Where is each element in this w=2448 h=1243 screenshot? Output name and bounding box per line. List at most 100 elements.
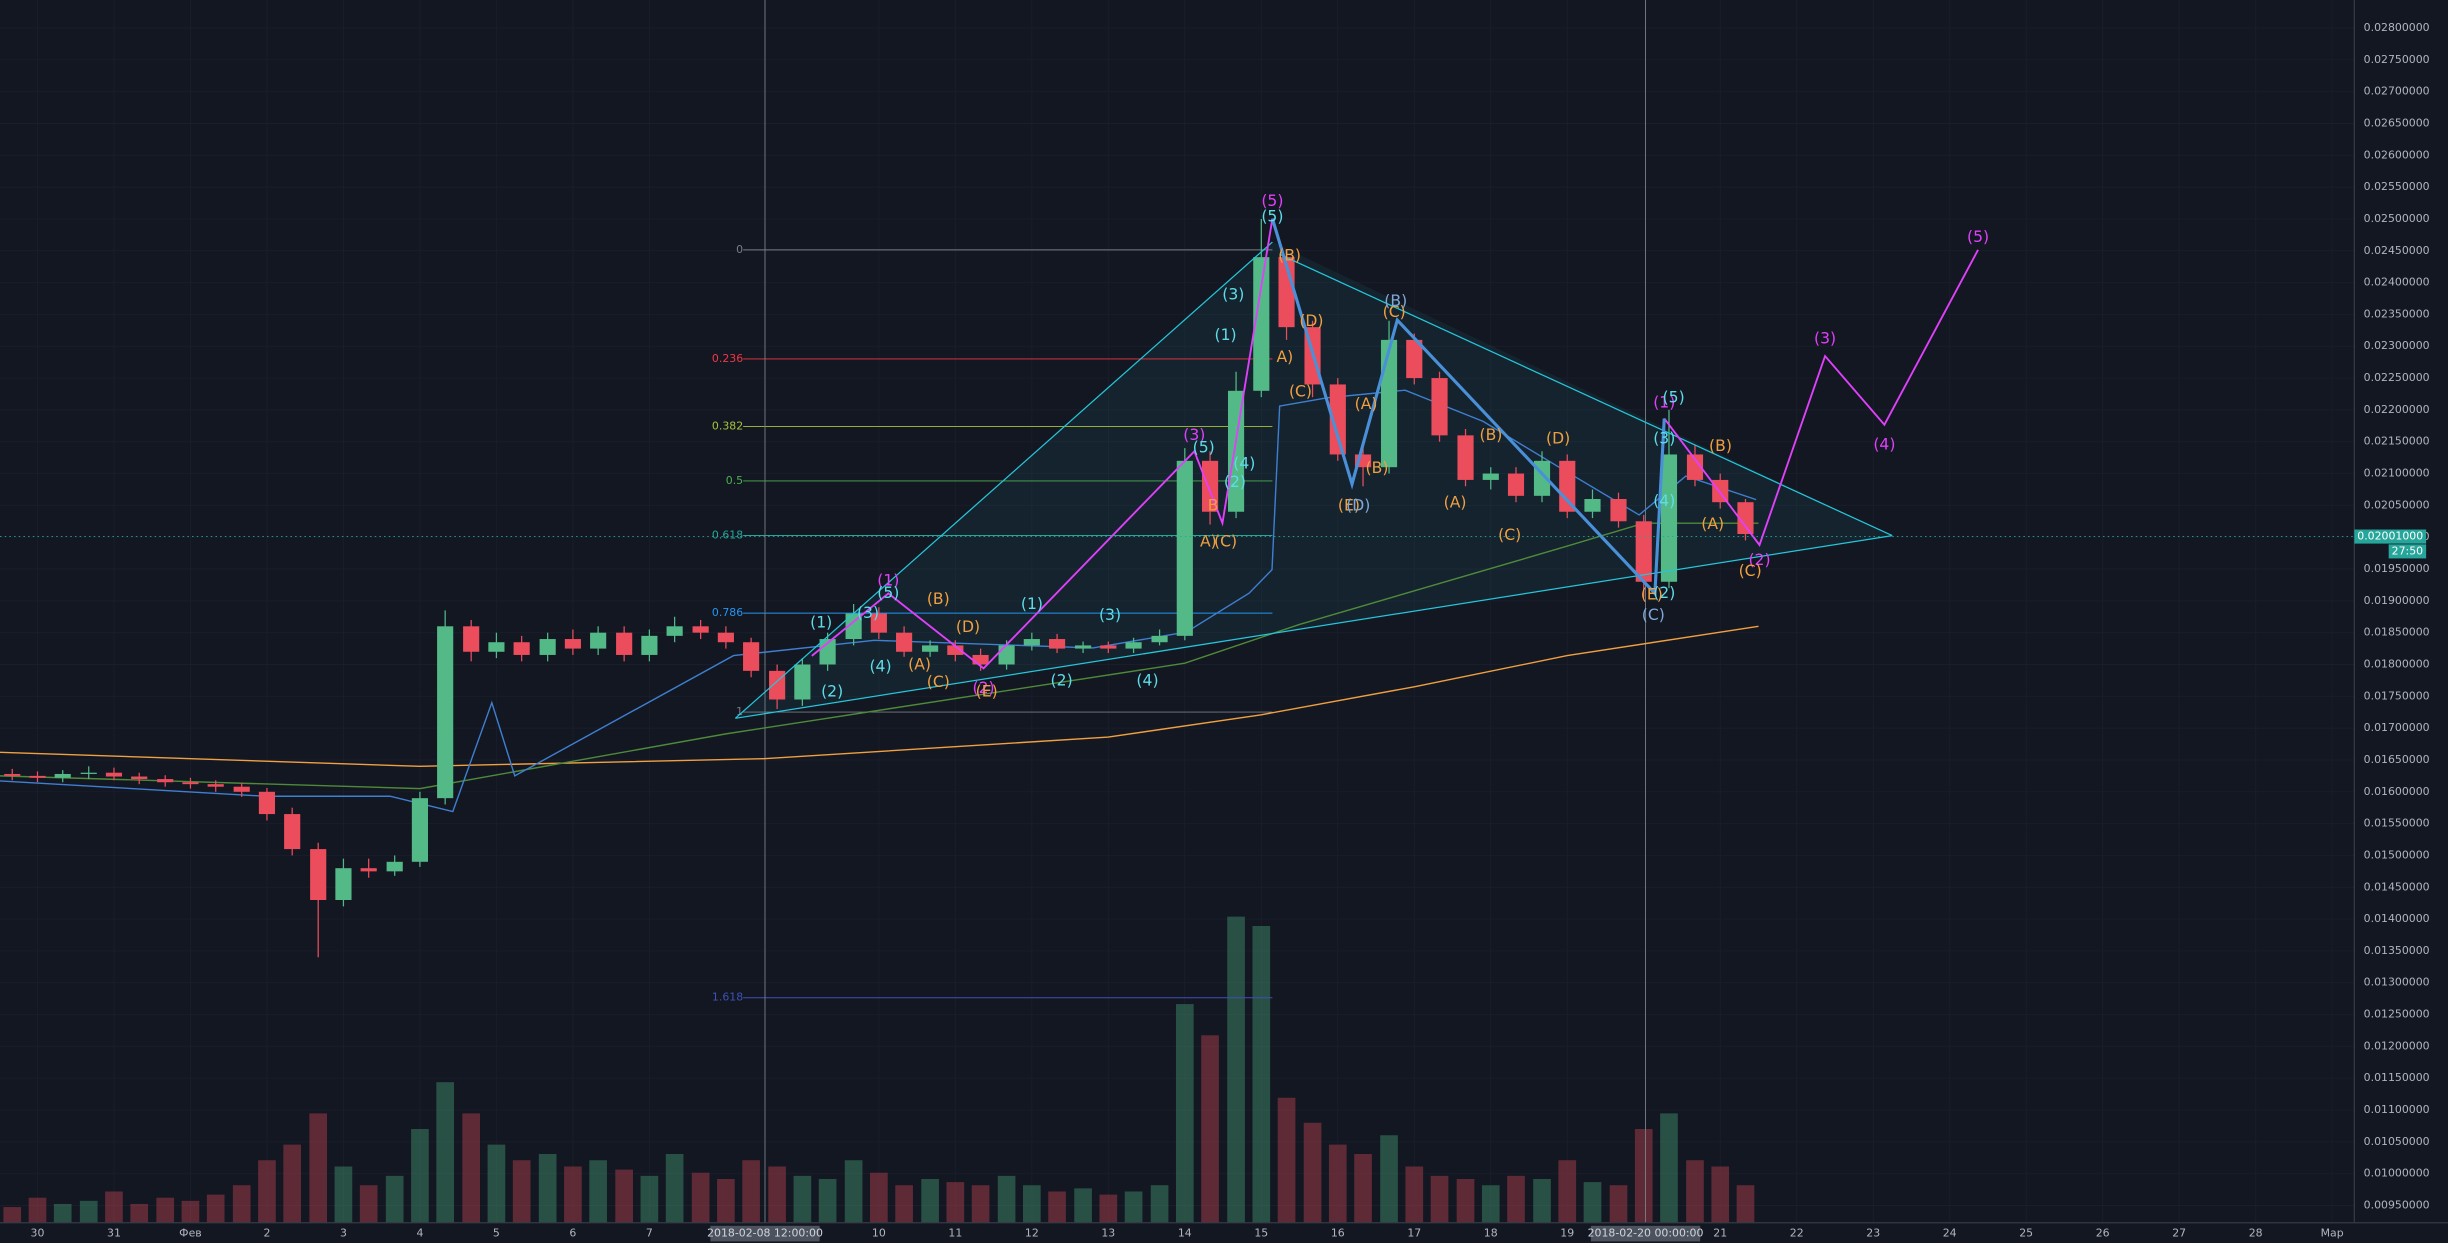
- wave-label: (B): [1480, 426, 1503, 444]
- wave-label: (1): [810, 614, 832, 632]
- y-tick-label: 0.01650000: [2364, 753, 2430, 766]
- candle-body: [1686, 454, 1704, 480]
- wave-label: (E): [976, 682, 998, 700]
- candle-body: [1075, 645, 1092, 649]
- wave-label: (4): [1233, 454, 1255, 472]
- y-tick-label: 0.02050000: [2364, 498, 2430, 511]
- volume-bar: [1533, 1178, 1551, 1223]
- y-tick-label: 0.01000000: [2364, 1167, 2430, 1180]
- y-tick-label: 0.02350000: [2364, 307, 2430, 320]
- volume-bar: [181, 1200, 200, 1223]
- y-tick-label: 0.02450000: [2364, 244, 2430, 257]
- x-tick-label: 23: [1866, 1227, 1880, 1240]
- volume-bar: [1660, 1113, 1678, 1223]
- candle-body: [1584, 499, 1601, 512]
- wave-label: (5): [1261, 208, 1283, 226]
- wave-label: (3): [1183, 426, 1205, 444]
- fib-label: 0.786: [712, 606, 743, 619]
- candle-body: [1048, 639, 1066, 649]
- candle-body: [258, 791, 276, 815]
- wave-label: (C): [1739, 562, 1762, 580]
- wave-label: (A): [1355, 395, 1378, 413]
- x-tick-label: 14: [1178, 1227, 1192, 1240]
- wave-label: (1): [1653, 393, 1675, 411]
- volume-bar: [997, 1175, 1016, 1223]
- candle-body: [1100, 645, 1117, 649]
- wave-label: (3): [857, 604, 879, 622]
- wave-label: (2): [1653, 584, 1675, 602]
- volume-bar: [971, 1185, 990, 1223]
- volume-bar: [53, 1203, 72, 1223]
- wave-label: (D): [1546, 429, 1570, 447]
- volume-bar: [232, 1185, 251, 1223]
- candle-body: [105, 772, 123, 777]
- volume-bar: [793, 1175, 812, 1223]
- y-tick-label: 0.01600000: [2364, 785, 2430, 798]
- wave-label: B: [1208, 496, 1219, 514]
- wave-label: (B): [1709, 437, 1732, 455]
- wave-label: (3): [1222, 286, 1244, 304]
- wave-label: (C): [927, 673, 950, 691]
- volume-bar: [1430, 1175, 1449, 1223]
- volume-bar: [1175, 1004, 1194, 1223]
- volume-bar: [1023, 1185, 1041, 1223]
- y-tick-label: 0.02100000: [2364, 467, 2430, 480]
- y-tick-label: 0.02400000: [2364, 276, 2430, 289]
- fib-label: 0: [736, 243, 743, 256]
- volume-bar: [691, 1172, 710, 1223]
- candle-body: [896, 632, 913, 652]
- moving-average: [0, 625, 1759, 768]
- y-tick-label: 0.02250000: [2364, 371, 2430, 384]
- candle-body: [794, 664, 811, 700]
- wave-label: (B): [1366, 459, 1389, 477]
- candle-body: [717, 632, 734, 643]
- y-tick-label: 0.01200000: [2364, 1039, 2430, 1052]
- volume-bar: [359, 1185, 378, 1223]
- volume-bar: [258, 1160, 276, 1223]
- volume-bar: [564, 1166, 582, 1223]
- wave-label: (1): [1214, 326, 1236, 344]
- candle-body: [1737, 502, 1754, 535]
- x-tick-label: 13: [1101, 1227, 1115, 1240]
- candle-body: [870, 613, 887, 633]
- candle-body: [1482, 473, 1499, 480]
- crosshair-label-box: [710, 1225, 820, 1242]
- wave-label: (D): [956, 618, 980, 636]
- x-tick-label: 2: [263, 1227, 270, 1240]
- x-tick-label: 15: [1254, 1227, 1268, 1240]
- wave-label: (4): [1136, 671, 1158, 689]
- candle-body: [157, 779, 174, 783]
- y-tick-label: 0.02500000: [2364, 212, 2430, 225]
- x-tick-label: 19: [1560, 1227, 1574, 1240]
- candle-body: [386, 861, 403, 872]
- drawings: [734, 218, 1979, 719]
- wave-label: (4): [869, 657, 891, 675]
- y-tick-label: 0.02700000: [2364, 85, 2430, 98]
- volume-bar: [462, 1113, 481, 1223]
- x-tick-label: 28: [2249, 1227, 2263, 1240]
- candle-body: [564, 639, 581, 649]
- volume-bar: [334, 1166, 353, 1223]
- y-tick-label: 0.01050000: [2364, 1135, 2430, 1148]
- wave-label: (2): [1051, 671, 1073, 689]
- fib-label: 1: [736, 705, 743, 718]
- y-tick-label: 0.01800000: [2364, 657, 2430, 670]
- candle-body: [1431, 378, 1448, 436]
- wave-label: (2): [1748, 551, 1770, 569]
- crosshair-label-box: [1590, 1225, 1701, 1242]
- candle-body: [743, 642, 760, 671]
- volume-bar: [105, 1191, 123, 1223]
- volume-bar: [1686, 1160, 1704, 1223]
- volume-bar: [1354, 1153, 1372, 1223]
- wave-line: [1663, 249, 1979, 547]
- wave-label: (C): [1383, 303, 1406, 321]
- volume-bar: [1583, 1182, 1602, 1223]
- y-tick-label: 0.02600000: [2364, 148, 2430, 161]
- volume-bar: [1048, 1191, 1066, 1223]
- volume-bar: [1099, 1194, 1118, 1223]
- volume-bar: [1074, 1188, 1092, 1223]
- candle-body: [666, 626, 683, 636]
- y-tick-label: 0.02200000: [2364, 403, 2430, 416]
- y-tick-label: 0.02150000: [2364, 435, 2430, 448]
